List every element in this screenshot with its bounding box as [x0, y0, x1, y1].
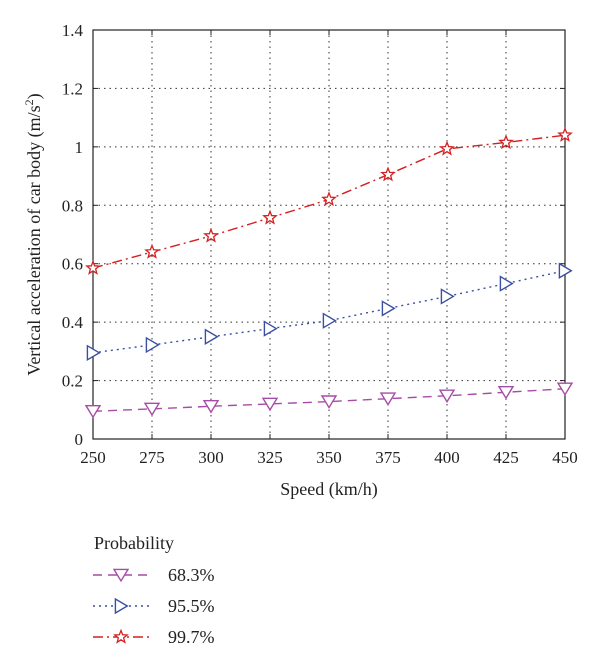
legend-marker [112, 568, 130, 583]
legend-item: 68.3% [93, 565, 215, 585]
y-tick-label: 0.6 [62, 255, 83, 274]
data-point [498, 134, 514, 150]
y-tick-label: 1.4 [62, 21, 84, 40]
x-tick-label: 300 [198, 448, 224, 467]
data-point [379, 392, 397, 406]
legend-title: Probability [94, 533, 174, 553]
legend-label: 99.7% [168, 627, 215, 647]
y-tick-label: 0.8 [62, 196, 83, 215]
data-point [381, 300, 396, 317]
data-point [380, 166, 396, 182]
data-point [85, 259, 101, 275]
data-point [439, 140, 455, 156]
legend-marker [114, 597, 129, 615]
data-point [558, 262, 573, 279]
legend-item: 99.7% [93, 627, 215, 647]
y-axis-title-superscript: 2 [22, 99, 36, 105]
data-point [438, 389, 456, 404]
legend: Probability 68.3% 95.5% 99.7% [93, 533, 215, 647]
data-point [263, 320, 278, 337]
data-point [143, 402, 161, 417]
x-tick-label: 275 [139, 448, 165, 467]
legend-label: 95.5% [168, 596, 215, 616]
data-point [204, 328, 219, 345]
grid [93, 30, 565, 439]
y-axis-title-main: Vertical acceleration of car body (m/s [24, 105, 45, 375]
data-point [262, 209, 278, 225]
x-tick-label: 425 [493, 448, 519, 467]
y-tick-label: 1 [75, 138, 84, 157]
x-tick-label: 450 [552, 448, 578, 467]
data-point [321, 191, 337, 207]
data-point [557, 126, 573, 142]
x-tick-label: 250 [80, 448, 106, 467]
data-point [202, 399, 220, 414]
data-point [440, 288, 455, 305]
data-point [145, 336, 160, 354]
y-tick-label: 1.2 [62, 79, 83, 98]
y-tick-label: 0.4 [62, 313, 84, 332]
y-tick-label: 0.2 [62, 372, 83, 391]
data-point [84, 404, 102, 419]
series-group [84, 126, 574, 419]
legend-label: 68.3% [168, 565, 215, 585]
series-line [92, 388, 566, 412]
legend-marker [113, 628, 129, 644]
x-axis-title: Speed (km/h) [280, 479, 377, 500]
axis-ticks: 250 275 300 325 350 375 400 425 450 0 0.2 0.4 0.6 0.8… [62, 21, 578, 467]
legend-item: 95.5% [93, 596, 215, 616]
series-0 [84, 382, 574, 419]
x-tick-label: 400 [434, 448, 460, 467]
data-point [556, 382, 574, 397]
x-tick-label: 350 [316, 448, 342, 467]
data-point [203, 227, 219, 243]
series-1 [86, 262, 573, 362]
y-tick-label: 0 [75, 430, 84, 449]
y-axis-title-close: ) [24, 93, 45, 99]
x-tick-label: 325 [257, 448, 283, 467]
data-point [144, 243, 160, 259]
series-line [92, 270, 566, 354]
data-point [261, 397, 279, 412]
x-tick-label: 375 [375, 448, 401, 467]
data-point [499, 275, 514, 292]
series-2 [85, 126, 573, 275]
data-point [322, 312, 337, 329]
y-axis-title: Vertical acceleration of car body (m/s2) [22, 93, 45, 375]
data-point [320, 395, 338, 409]
data-point [497, 385, 515, 400]
data-point [86, 344, 101, 362]
